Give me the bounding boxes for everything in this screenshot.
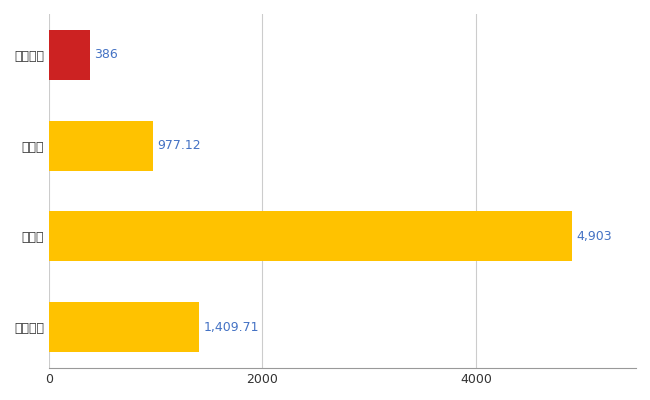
Text: 4,903: 4,903: [577, 230, 612, 243]
Text: 977.12: 977.12: [157, 139, 201, 152]
Bar: [49, 212, 573, 261]
Text: 1,409.71: 1,409.71: [203, 321, 259, 334]
Text: 386: 386: [94, 48, 118, 62]
Bar: [49, 30, 90, 80]
Bar: [49, 121, 153, 171]
Bar: [49, 302, 200, 352]
